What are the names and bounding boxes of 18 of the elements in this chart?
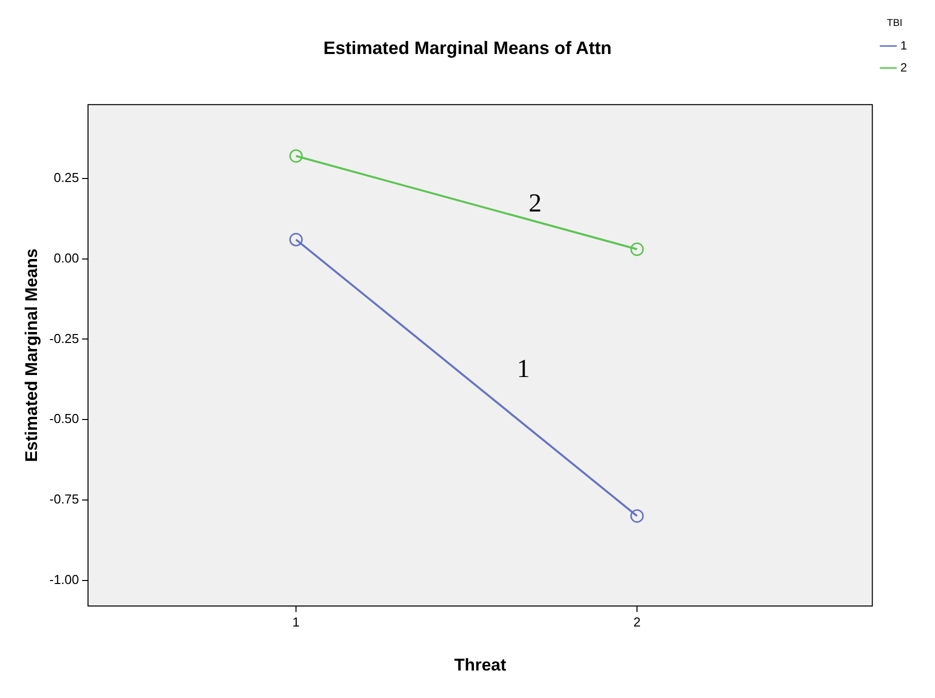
point [630,242,644,256]
chart-title: Estimated Marginal Means of Attn [323,38,612,58]
y-tick-label: -0.75 [49,492,80,507]
point [630,509,644,523]
x-axis-title: Threat [454,655,506,674]
y-tick-label: 0.25 [54,170,80,186]
point [289,149,303,163]
annotation: 1 [516,354,530,384]
y-tick-label: -1.00 [49,572,80,587]
legend-label: 2 [900,60,908,74]
y-tick-label: -0.25 [49,330,80,346]
y-tick-label: 0.00 [54,250,80,266]
legend-label: 1 [900,38,908,52]
legend-title: TBI [886,18,902,29]
annotation: 2 [528,188,542,218]
y-axis-title: Estimated Marginal Means [22,248,41,462]
point [289,232,303,246]
y-tick-label: -0.50 [49,411,80,426]
